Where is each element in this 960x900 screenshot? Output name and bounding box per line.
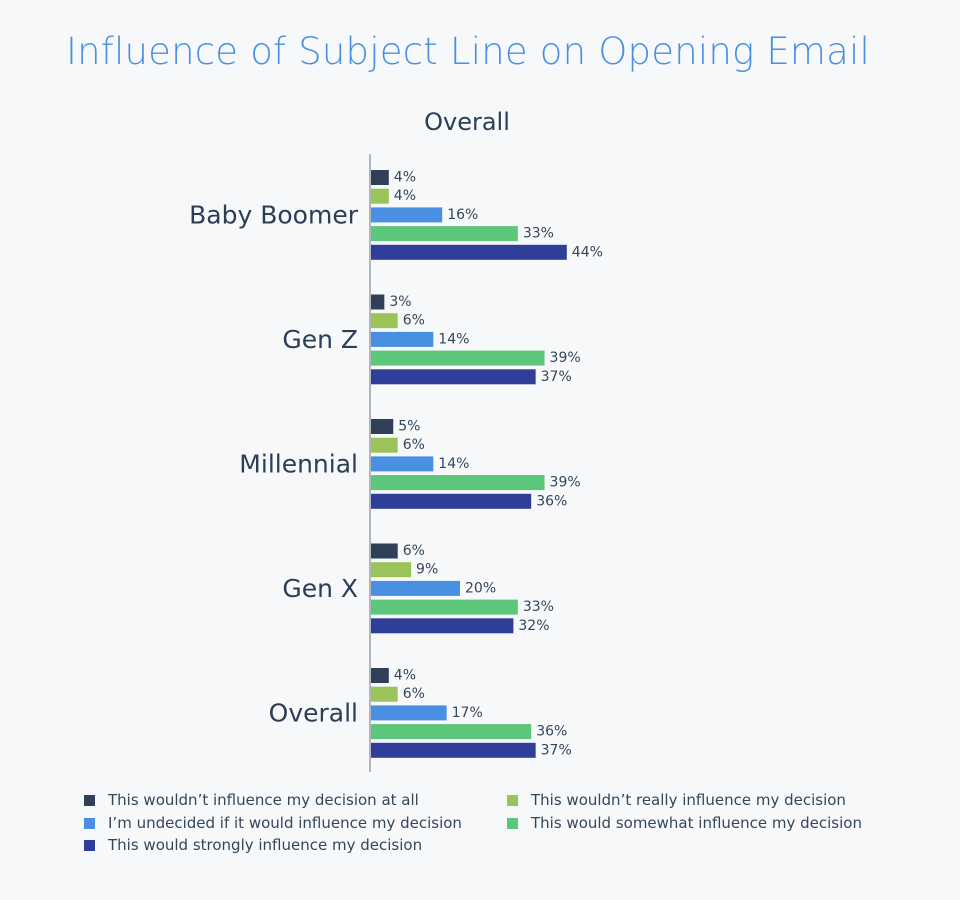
- bar: [371, 599, 518, 615]
- bar: [371, 350, 545, 366]
- bar: [371, 313, 398, 329]
- data-label: 5%: [398, 419, 420, 435]
- data-label: 16%: [447, 207, 478, 223]
- data-label: 3%: [389, 294, 411, 310]
- data-label: 14%: [438, 331, 469, 347]
- data-label: 33%: [523, 226, 554, 242]
- bar: [371, 475, 545, 491]
- data-label: 14%: [438, 456, 469, 472]
- bars-layer: Baby Boomer 4% 4% 16% 33% 44% Gen Z 3% 6% 14% 39% 3…: [189, 170, 603, 759]
- data-label: 36%: [536, 724, 567, 740]
- chart-title: Influence of Subject Line on Opening Ema…: [66, 30, 870, 73]
- category-label: Millennial: [239, 449, 358, 478]
- category-label: Gen X: [282, 574, 358, 603]
- bar: [371, 294, 385, 310]
- data-label: 36%: [536, 493, 567, 509]
- category-label: Gen Z: [282, 325, 358, 354]
- bar: [371, 493, 532, 509]
- data-label: 6%: [403, 686, 425, 702]
- bar: [371, 244, 567, 260]
- category-label: Baby Boomer: [189, 200, 359, 229]
- bar: [371, 419, 394, 434]
- data-label: 32%: [518, 618, 549, 634]
- bar: [371, 618, 514, 634]
- bar: [371, 562, 412, 578]
- bar: [371, 437, 398, 453]
- data-label: 37%: [541, 742, 572, 758]
- data-label: 6%: [403, 313, 425, 329]
- bar: [371, 331, 434, 347]
- bar: [371, 369, 536, 385]
- bar: [371, 580, 460, 596]
- data-label: 4%: [394, 170, 416, 186]
- data-label: 9%: [416, 562, 438, 578]
- bar: [371, 456, 434, 472]
- bar: [371, 686, 398, 702]
- data-label: 33%: [523, 599, 554, 615]
- bar: [371, 226, 518, 242]
- data-label: 4%: [394, 668, 416, 684]
- bar: [371, 207, 443, 223]
- bar: [371, 705, 447, 721]
- data-label: 39%: [550, 350, 581, 366]
- bar: [371, 170, 389, 185]
- data-label: 17%: [452, 705, 483, 721]
- bar: [371, 724, 532, 740]
- data-label: 6%: [403, 437, 425, 453]
- data-label: 39%: [550, 475, 581, 491]
- data-label: 20%: [465, 580, 496, 596]
- data-label: 44%: [572, 244, 603, 260]
- bar: [371, 742, 536, 758]
- bar: [371, 543, 398, 559]
- data-label: 37%: [541, 369, 572, 385]
- chart-subtitle: Overall: [424, 108, 510, 136]
- data-label: 6%: [403, 543, 425, 559]
- bar: [371, 668, 389, 683]
- category-label: Overall: [269, 698, 358, 727]
- data-label: 4%: [394, 188, 416, 204]
- bar: [371, 188, 389, 204]
